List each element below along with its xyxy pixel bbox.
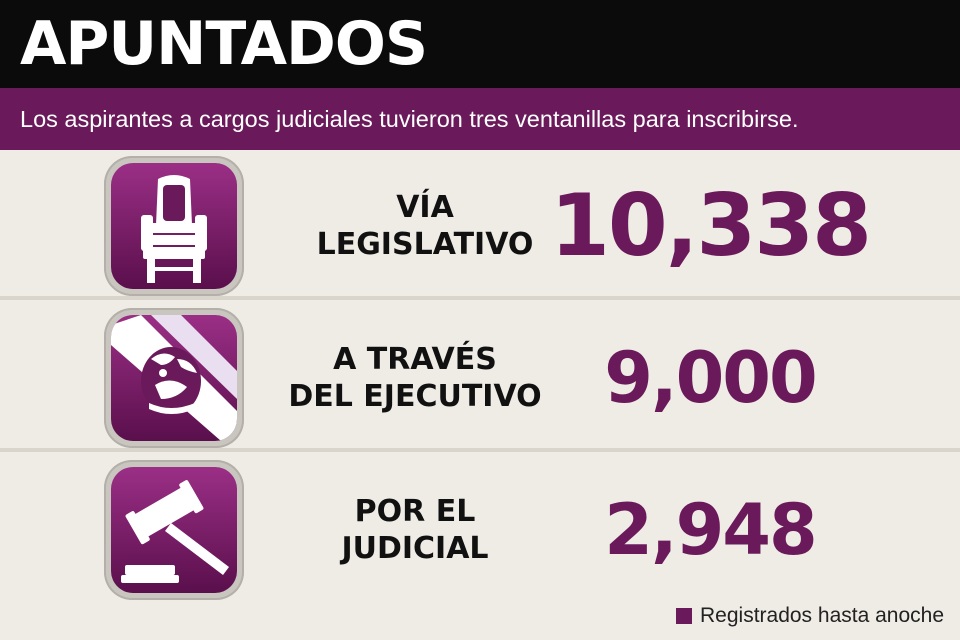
row-value: 10,338 bbox=[550, 176, 872, 276]
chair-icon-frame bbox=[104, 156, 244, 296]
row-label-line1: A TRAVÉS bbox=[333, 342, 497, 377]
row-judicial: POR EL JUDICIAL 2,948 bbox=[0, 456, 960, 640]
page-title: APUNTADOS bbox=[20, 9, 428, 79]
row-legislativo: VÍA LEGISLATIVO 10,338 bbox=[0, 152, 960, 300]
legend-swatch bbox=[676, 608, 692, 624]
legend-label: Registrados hasta anoche bbox=[700, 604, 944, 627]
row-value: 9,000 bbox=[604, 337, 817, 419]
subtitle: Los aspirantes a cargos judiciales tuvie… bbox=[20, 106, 799, 132]
row-value: 2,948 bbox=[604, 489, 817, 571]
row-ejecutivo: A TRAVÉS DEL EJECUTIVO 9,000 bbox=[0, 304, 960, 452]
row-label-line2: JUDICIAL bbox=[341, 531, 489, 566]
header-bar: APUNTADOS bbox=[0, 0, 960, 88]
row-label-line1: VÍA bbox=[396, 190, 454, 225]
chair-icon bbox=[111, 163, 237, 289]
row-label: A TRAVÉS DEL EJECUTIVO bbox=[270, 304, 560, 452]
subtitle-bar: Los aspirantes a cargos judiciales tuvie… bbox=[0, 88, 960, 150]
gavel-icon bbox=[111, 467, 237, 593]
row-label: POR EL JUDICIAL bbox=[290, 456, 540, 604]
gavel-icon-frame bbox=[104, 460, 244, 600]
row-label-line2: LEGISLATIVO bbox=[316, 227, 534, 262]
row-label-line1: POR EL bbox=[354, 494, 476, 529]
legend: Registrados hasta anoche bbox=[676, 604, 944, 628]
eagle-emblem-icon bbox=[111, 315, 237, 441]
row-label: VÍA LEGISLATIVO bbox=[290, 152, 560, 300]
row-label-line2: DEL EJECUTIVO bbox=[288, 379, 542, 414]
eagle-emblem-icon-frame bbox=[104, 308, 244, 448]
